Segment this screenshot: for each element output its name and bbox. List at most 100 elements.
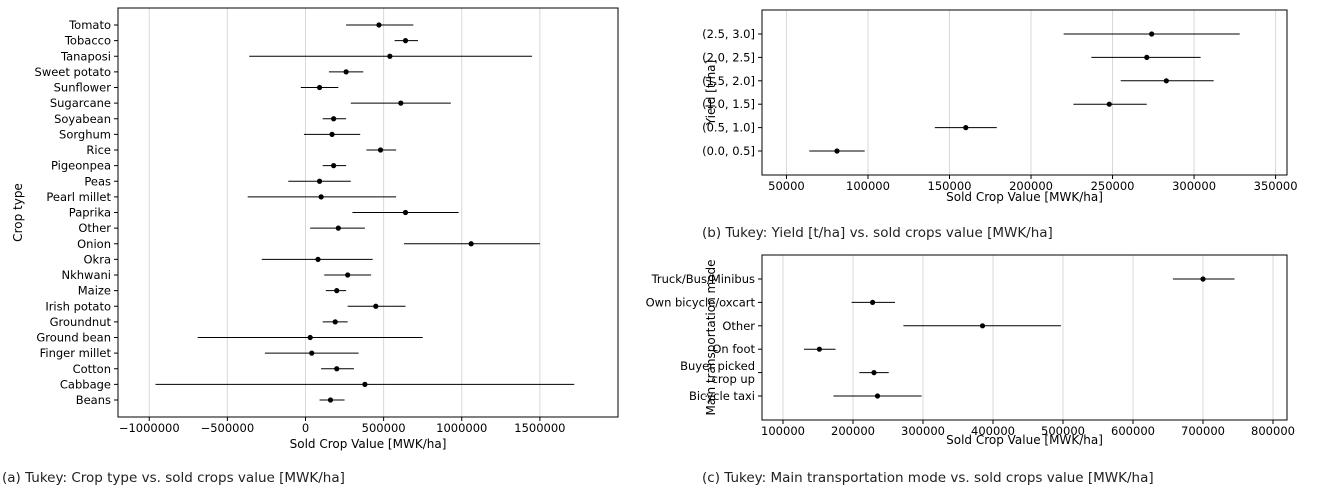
y-tick-label: Paprika (69, 206, 111, 220)
x-tick-label: −500000 (201, 421, 255, 435)
mean-point (329, 131, 335, 137)
x-tick-label: 1500000 (514, 421, 565, 435)
mean-point (1200, 276, 1206, 282)
x-tick-label: 0 (302, 421, 309, 435)
mean-point (307, 334, 313, 341)
y-tick-label: (0.5, 1.0] (702, 121, 755, 135)
y-tick-label: Peas (84, 174, 111, 188)
y-tick-label: (2.0, 2.5] (702, 50, 755, 64)
y-tick-label: Buyer picked crop up (680, 359, 755, 386)
mean-point (309, 350, 315, 356)
mean-point (332, 319, 338, 325)
mean-point (373, 303, 379, 309)
mean-point (387, 53, 393, 59)
mean-point (870, 299, 876, 305)
y-tick-label: Sorghum (59, 127, 111, 141)
x-tick-label: 150000 (928, 179, 972, 193)
y-tick-label: (0.0, 0.5] (702, 144, 755, 158)
mean-point (334, 288, 340, 294)
x-tick-label: 100000 (846, 179, 890, 193)
y-axis-label: Main transportation mode (704, 259, 718, 415)
chart-3: 100000 200000 300000 400000 500000 600000 7000… (646, 254, 1295, 447)
x-tick-label: 50000 (768, 179, 805, 193)
mean-point (1163, 78, 1169, 84)
mean-point (402, 209, 409, 216)
mean-point (834, 148, 840, 154)
chart-1: −1000000 −500000 0 500000 1000000 1500000 Toma… (11, 7, 619, 451)
mean-point (316, 84, 323, 91)
mean-point (334, 366, 340, 372)
mean-point (343, 69, 349, 75)
y-tick-label: Tomato (68, 18, 111, 32)
mean-point (1106, 101, 1112, 107)
mean-point (331, 163, 337, 169)
mean-point (315, 256, 321, 262)
y-tick-label: Soyabean (54, 112, 111, 126)
y-tick-label: Groundnut (50, 315, 112, 329)
y-tick-label: Tanaposi (60, 49, 111, 63)
mean-point (345, 272, 351, 278)
y-axis-label: Yield [t/ha] (704, 60, 718, 126)
mean-point (816, 346, 823, 352)
y-tick-label: Bicycle taxi (689, 389, 755, 403)
x-tick-label: 300000 (901, 424, 945, 438)
x-tick-label: 500000 (1041, 424, 1085, 438)
y-tick-label: Sunflower (54, 81, 112, 95)
y-tick-label: Rice (86, 143, 111, 157)
y-tick-label: Beans (76, 393, 111, 407)
x-tick-label: 700000 (1181, 424, 1225, 438)
y-tick-label: Pearl millet (46, 190, 111, 204)
x-tick-label: 800000 (1251, 424, 1295, 438)
mean-point (335, 225, 341, 231)
x-tick-label: 100000 (761, 424, 805, 438)
y-tick-label: Sugarcane (50, 96, 111, 110)
caption-b: (b) Tukey: Yield [t/ha] vs. sold crops v… (702, 225, 1053, 241)
y-tick-label: Tobacco (64, 34, 111, 48)
mean-point (871, 370, 877, 376)
y-tick-label: Irish potato (45, 299, 111, 313)
y-tick-label: Cotton (73, 362, 111, 376)
y-tick-label: On foot (712, 342, 755, 356)
y-tick-label: Nkhwani (62, 268, 112, 282)
y-tick-label: Other (78, 221, 111, 235)
plot-frame (761, 9, 1288, 176)
x-tick-label: 400000 (971, 424, 1015, 438)
plot-frame (761, 254, 1288, 421)
y-tick-label: Own bicycle/oxcart (646, 295, 756, 309)
y-tick-label: Sweet potato (35, 65, 111, 79)
y-tick-label: Other (722, 319, 755, 333)
mean-point (377, 147, 384, 153)
mean-point (376, 22, 382, 28)
mean-point (362, 381, 368, 387)
x-tick-label: 300000 (1172, 179, 1216, 193)
y-tick-label: Truck/Bus/Minibus (651, 272, 755, 286)
y-tick-label: Okra (84, 252, 112, 266)
x-tick-label: 500000 (362, 421, 406, 435)
y-tick-label: (2.5, 3.0] (702, 27, 755, 41)
mean-point (963, 125, 969, 131)
x-tick-label: 200000 (831, 424, 875, 438)
y-tick-label: Pigeonpea (51, 159, 111, 173)
mean-point (874, 393, 881, 399)
x-tick-label: 1000000 (436, 421, 487, 435)
y-tick-label: Finger millet (40, 346, 112, 360)
y-tick-label: Ground bean (36, 331, 111, 345)
mean-point (979, 323, 986, 329)
caption-a: (a) Tukey: Crop type vs. sold crops valu… (2, 470, 345, 486)
mean-point (402, 38, 409, 44)
y-axis-label: Crop type (11, 183, 25, 242)
y-tick-label: Onion (77, 237, 111, 251)
mean-point (331, 116, 337, 122)
x-axis-label: Sold Crop Value [MWK/ha] (290, 437, 447, 451)
y-tick-label: Cabbage (60, 377, 111, 391)
x-tick-label: 350000 (1254, 179, 1298, 193)
mean-point (316, 178, 323, 184)
mean-point (1144, 54, 1150, 61)
mean-point (398, 100, 404, 106)
mean-point (468, 241, 474, 247)
mean-point (327, 397, 334, 403)
x-tick-label: 250000 (1091, 179, 1135, 193)
mean-point (1149, 31, 1155, 37)
mean-point (318, 194, 324, 200)
